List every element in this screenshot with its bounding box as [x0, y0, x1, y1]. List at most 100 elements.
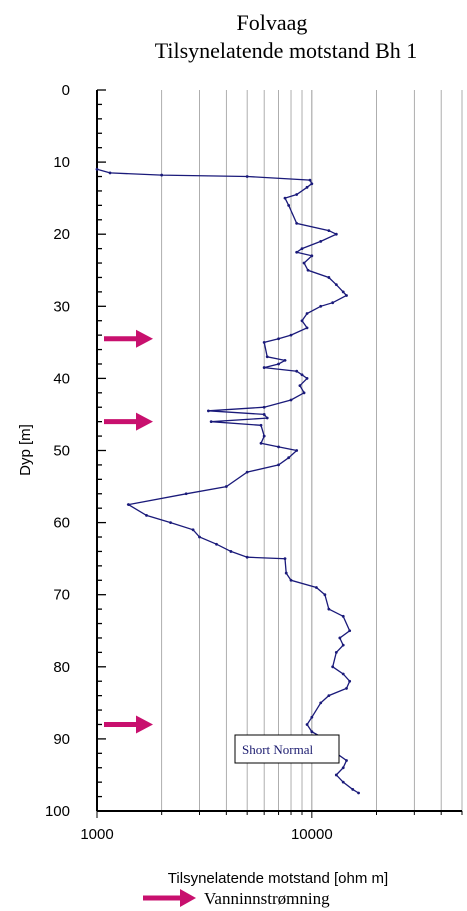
data-point: [310, 715, 314, 719]
y-tick-label: 90: [53, 731, 70, 748]
ticks: 0 10 20 30 40 50 60 70 80 90 100 1000 10000: [45, 82, 463, 843]
inflow-arrow-icon: [104, 715, 153, 734]
series-label-box: [234, 734, 340, 764]
data-point: [287, 456, 291, 460]
data-point: [126, 503, 130, 506]
data-point: [262, 434, 266, 438]
data-point: [283, 358, 287, 362]
data-point: [334, 283, 338, 287]
data-point: [305, 377, 309, 380]
data-point: [327, 607, 331, 611]
y-tick-label: 80: [53, 659, 70, 676]
data-point: [331, 665, 335, 669]
series-line: [96, 168, 359, 794]
data-point: [277, 463, 280, 467]
data-point: [298, 384, 302, 388]
y-axis-label: Dyp [m]: [17, 424, 34, 476]
data-point: [265, 355, 269, 359]
data-point: [338, 636, 342, 640]
y-tick-label: 50: [53, 443, 70, 460]
data-point: [310, 730, 314, 734]
data-point: [95, 167, 99, 171]
data-point: [351, 787, 355, 791]
data-point: [302, 391, 306, 395]
data-point: [357, 791, 360, 795]
data-point: [108, 171, 112, 175]
data-point: [284, 571, 288, 575]
series-layer: [95, 167, 360, 795]
data-point: [331, 301, 335, 305]
data-point: [277, 337, 280, 341]
inflow-arrow-head: [136, 329, 153, 348]
data-point: [305, 312, 309, 315]
data-point: [341, 290, 345, 294]
legend-arrow-icon: [143, 889, 196, 907]
data-point: [310, 182, 314, 186]
chart-title: Folvaag: [237, 10, 308, 35]
data-point: [341, 643, 345, 647]
y-tick-label: 10: [53, 154, 70, 171]
data-point: [198, 535, 201, 539]
data-point: [348, 679, 352, 683]
inflow-arrow-head: [136, 715, 153, 734]
data-point: [341, 614, 345, 618]
series-label: Short Normal: [242, 742, 314, 757]
x-tick-label: 10000: [291, 826, 333, 843]
inflow-arrow-icon: [104, 412, 153, 431]
data-point: [245, 555, 249, 559]
y-tick-label: 0: [62, 82, 70, 99]
data-point: [334, 773, 338, 777]
data-point: [345, 294, 348, 297]
grid: [96, 90, 463, 811]
data-point: [229, 550, 233, 553]
chart-subtitle: Tilsynelatende motstand Bh 1: [155, 38, 418, 63]
data-point: [262, 405, 266, 409]
data-point: [295, 250, 299, 254]
data-point: [327, 229, 331, 232]
y-tick-label: 100: [45, 803, 70, 820]
data-point: [305, 723, 309, 726]
x-tick-label: 1000: [80, 826, 113, 843]
data-point: [341, 766, 345, 770]
data-point: [300, 373, 304, 377]
data-point: [341, 672, 345, 676]
data-point: [259, 423, 263, 427]
data-point: [289, 333, 293, 337]
data-point: [302, 261, 306, 265]
data-point: [327, 276, 331, 279]
data-point: [295, 449, 299, 452]
data-point: [184, 492, 188, 496]
data-point: [300, 319, 304, 323]
data-point: [305, 326, 309, 330]
data-point: [215, 542, 218, 546]
data-point: [327, 694, 331, 698]
x-axis-label: Tilsynelatende motstand [ohm m]: [168, 870, 388, 887]
data-point: [319, 701, 323, 705]
data-point: [345, 759, 348, 762]
data-point: [323, 593, 327, 597]
data-point: [206, 409, 210, 413]
data-point: [345, 687, 348, 690]
data-point: [145, 513, 148, 517]
data-point: [314, 586, 318, 589]
data-point: [334, 232, 338, 236]
data-point: [308, 178, 312, 182]
data-point: [295, 369, 299, 373]
data-point: [334, 650, 338, 654]
data-point: [319, 240, 323, 243]
data-point: [277, 445, 280, 449]
data-point: [295, 193, 299, 196]
data-point: [245, 175, 249, 178]
data-point: [262, 340, 266, 344]
data-point: [289, 578, 293, 582]
legend: Vanninnstrømning: [143, 889, 330, 908]
data-point: [209, 420, 213, 424]
inflow-arrow-head: [136, 412, 153, 431]
data-point: [289, 398, 293, 402]
data-point: [306, 268, 310, 272]
data-point: [245, 470, 249, 474]
y-tick-label: 20: [53, 226, 70, 243]
axes: [96, 90, 462, 812]
y-tick-label: 60: [53, 515, 70, 532]
